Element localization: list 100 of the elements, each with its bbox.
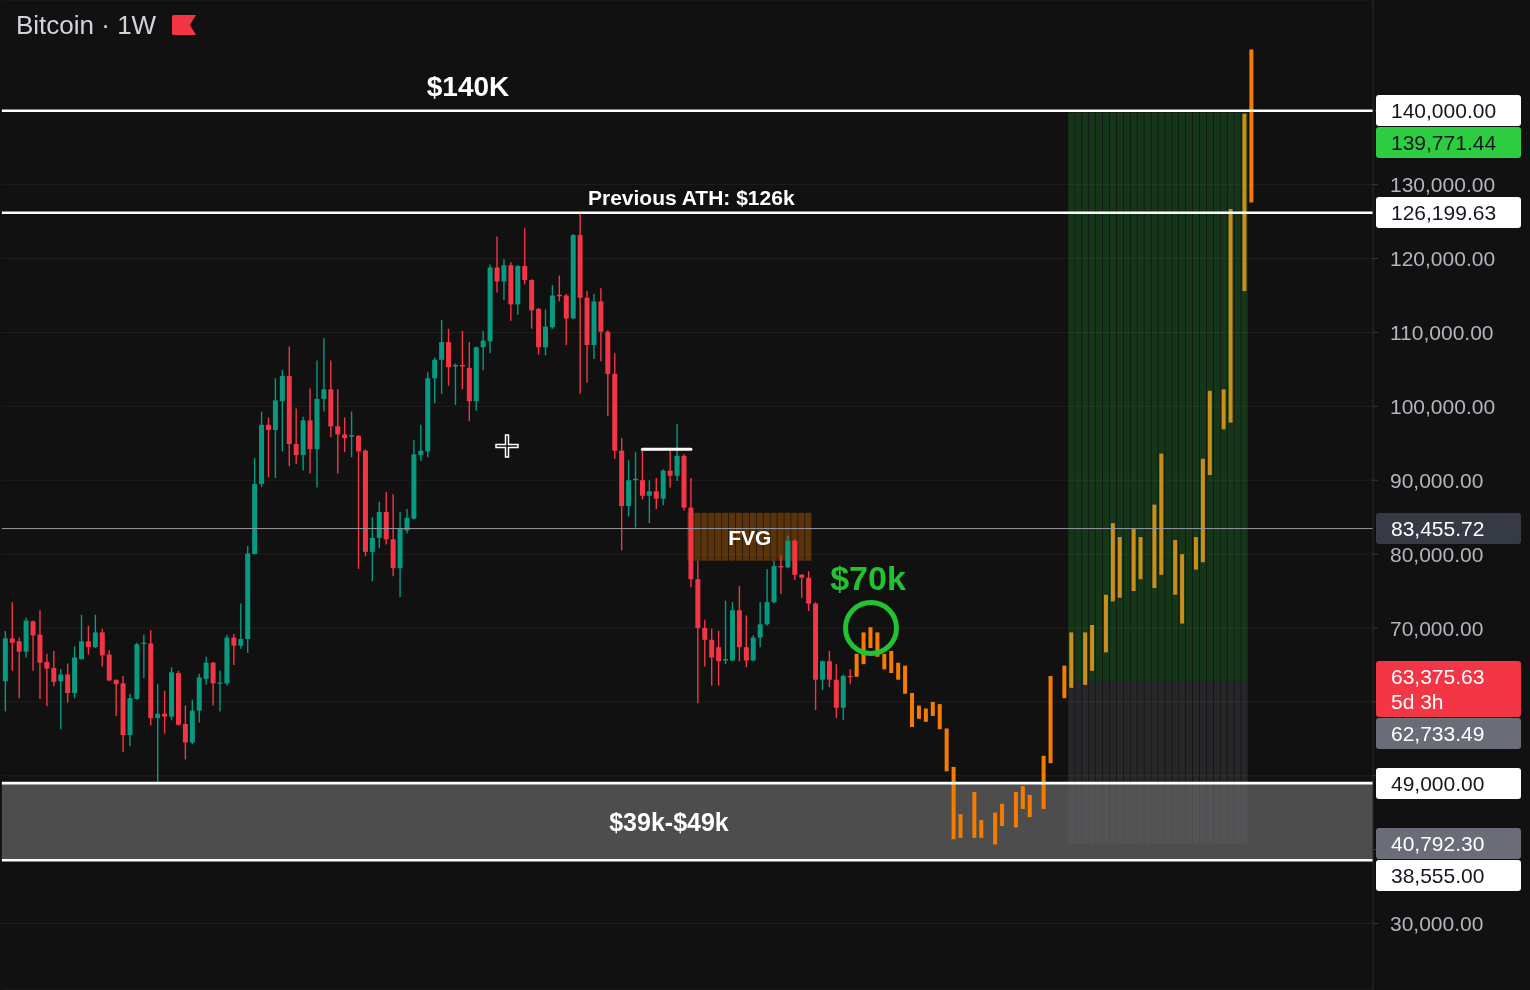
ref-line-label: Previous ATH: $126k	[588, 185, 795, 209]
bar	[1207, 390, 1212, 476]
bar	[1186, 112, 1193, 682]
bar	[1096, 112, 1103, 682]
bar	[1172, 112, 1179, 682]
bar	[1116, 681, 1123, 844]
bar	[1110, 523, 1115, 602]
candlestick	[418, 424, 424, 462]
chart-title: Bitcoin · 1W	[16, 9, 157, 41]
bar	[1020, 786, 1025, 809]
bar	[937, 704, 942, 730]
y-tick-label: 70,000.00	[1390, 616, 1484, 640]
candlestick	[501, 258, 507, 301]
candlestick	[342, 416, 348, 453]
candlestick	[757, 601, 763, 648]
candlestick	[750, 634, 756, 662]
text: 126,199.63	[1391, 200, 1498, 226]
text: 38,555.00	[1391, 863, 1486, 889]
bar	[1227, 681, 1234, 844]
bar	[1249, 49, 1254, 203]
bar	[1130, 112, 1137, 682]
candlestick	[820, 659, 825, 691]
bar	[1130, 681, 1137, 844]
candlestick	[709, 628, 715, 687]
bar	[1103, 594, 1108, 653]
candlestick	[494, 235, 500, 294]
bar	[701, 512, 708, 561]
candlestick	[542, 308, 548, 357]
bar	[896, 662, 901, 680]
candlestick	[85, 625, 91, 656]
bar	[1234, 681, 1241, 844]
candlestick	[203, 656, 209, 686]
y-tick-label: 130,000.00	[1390, 173, 1496, 197]
bar	[1213, 681, 1220, 844]
candlestick	[369, 516, 375, 583]
candlestick	[335, 388, 341, 475]
bar	[1159, 453, 1164, 575]
bar	[1213, 112, 1220, 682]
bar	[1151, 112, 1158, 682]
text: 40,792.30	[1391, 831, 1486, 857]
text: 140,000.00	[1391, 98, 1498, 124]
candlestick	[321, 337, 327, 413]
annotation: $70k	[830, 558, 906, 597]
bar	[1041, 755, 1046, 809]
candlestick	[79, 613, 85, 661]
bar	[1062, 665, 1067, 699]
candlestick	[155, 683, 161, 784]
bar	[868, 627, 873, 648]
bar	[1096, 681, 1103, 844]
bar	[1075, 112, 1082, 682]
ref-line-label: $140K	[426, 70, 510, 102]
bar	[1200, 458, 1205, 563]
bar	[1242, 113, 1247, 292]
bar	[1228, 209, 1233, 423]
bar	[1234, 112, 1241, 682]
text: 49,000.00	[1391, 770, 1486, 796]
candlestick	[9, 601, 15, 672]
bar	[722, 512, 729, 561]
candlestick	[826, 650, 832, 688]
candlestick	[432, 356, 438, 405]
bar	[1109, 112, 1117, 682]
bar	[777, 512, 784, 561]
bar	[1075, 681, 1082, 844]
candlestick	[65, 662, 71, 704]
annotation: FVG	[728, 525, 772, 549]
candlestick	[162, 690, 168, 735]
candlestick	[16, 636, 22, 699]
bar	[1116, 112, 1123, 682]
bar	[1193, 537, 1198, 570]
bar	[1165, 681, 1172, 844]
candlestick	[231, 633, 237, 666]
text: 83,455.72	[1391, 516, 1486, 542]
bar	[1241, 681, 1248, 844]
bar	[958, 814, 963, 838]
bar	[1165, 112, 1172, 682]
bar	[1152, 504, 1157, 589]
candlestick	[480, 330, 486, 371]
candlestick	[702, 619, 708, 668]
bar	[1083, 632, 1088, 685]
candlestick	[349, 410, 355, 459]
bar	[1172, 681, 1179, 844]
bar	[882, 653, 887, 670]
bar	[903, 665, 908, 694]
bar	[1089, 681, 1096, 844]
bar	[1123, 112, 1130, 682]
bar	[1027, 794, 1032, 818]
bar	[1048, 676, 1053, 764]
candlestick	[99, 628, 105, 668]
bar	[715, 512, 722, 561]
bar	[1013, 792, 1018, 828]
bar	[1144, 112, 1151, 682]
candlestick	[182, 704, 188, 761]
candlestick	[799, 573, 805, 599]
bar	[916, 705, 921, 719]
y-tick-label: 110,000.00	[1390, 321, 1494, 345]
y-tick-label: 30,000.00	[1390, 912, 1484, 936]
bar	[1151, 681, 1158, 844]
candlestick	[674, 423, 680, 482]
bar	[1158, 681, 1165, 844]
bar	[1199, 681, 1207, 844]
